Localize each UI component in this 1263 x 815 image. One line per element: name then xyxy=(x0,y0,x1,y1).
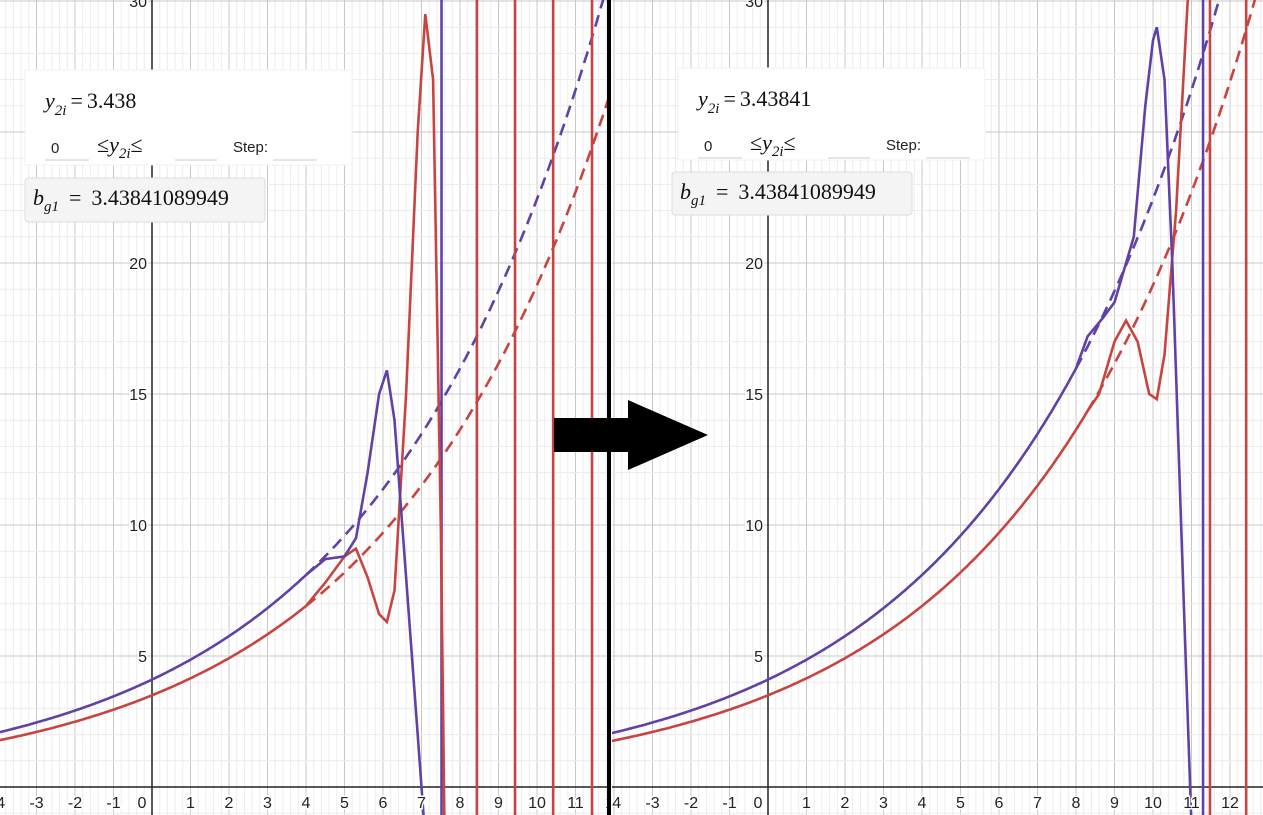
output-box xyxy=(671,171,913,216)
x-tick-label: 8 xyxy=(1072,795,1081,812)
y-tick-label: 20 xyxy=(745,256,763,273)
output: bg1 = 3.43841089949 xyxy=(33,185,229,215)
x-tick-label: 7 xyxy=(1033,795,1042,812)
y-tick-label: 5 xyxy=(754,649,763,666)
dashed-curve xyxy=(305,98,607,608)
slider-range: ≤y2i≤ xyxy=(750,130,796,160)
expression: y2i = 3.438 xyxy=(43,88,136,119)
subscript: 2i xyxy=(55,103,67,119)
subscript: g1 xyxy=(44,199,59,215)
curve xyxy=(612,26,1193,815)
y-tick-label: 15 xyxy=(745,387,763,404)
expression-box xyxy=(677,67,986,161)
relation: ≤ xyxy=(97,132,109,157)
relation: ≤ xyxy=(784,130,796,155)
subscript: 2i xyxy=(119,146,131,162)
subscript: g1 xyxy=(691,193,706,209)
x-tick-label: -3 xyxy=(645,795,659,812)
x-tick-label: 6 xyxy=(379,795,388,812)
expression-box xyxy=(24,69,353,166)
expression: y2i = 3.43841 xyxy=(696,86,811,117)
variable: y xyxy=(760,130,772,155)
variable: b xyxy=(680,179,691,204)
value: 3.43841089949 xyxy=(738,179,876,204)
output-box xyxy=(24,177,266,223)
graph-panel: -4-3-2-1012345678910111251015202530y2i=3… xyxy=(607,0,1263,815)
curve xyxy=(612,0,1190,743)
variable: y xyxy=(696,86,708,111)
y-tick-label: 15 xyxy=(129,387,147,404)
x-tick-label: 2 xyxy=(841,795,850,812)
x-tick-label: 4 xyxy=(302,795,311,812)
x-tick-label: -2 xyxy=(68,795,82,812)
arrow xyxy=(554,400,708,470)
x-tick-label: 11 xyxy=(1183,795,1200,812)
y-tick-label: 20 xyxy=(129,256,147,273)
x-tick-label: 1 xyxy=(802,795,811,812)
x-tick-label: 7 xyxy=(417,795,426,812)
x-tick-label: 2 xyxy=(225,795,234,812)
x-tick-label: 9 xyxy=(494,795,503,812)
y-tick-label: 30 xyxy=(129,0,147,11)
subscript: 2i xyxy=(708,101,720,117)
curve xyxy=(0,369,425,815)
variable: y xyxy=(43,88,55,113)
x-tick-label: 3 xyxy=(879,795,888,812)
y-tick-label: 10 xyxy=(129,518,147,535)
x-tick-label: 11 xyxy=(567,795,584,812)
x-tick-label: -1 xyxy=(722,795,736,812)
x-tick-label: 9 xyxy=(1110,795,1119,812)
variable: y xyxy=(107,132,119,157)
equals: = xyxy=(716,179,728,204)
x-tick-label: 5 xyxy=(340,795,349,812)
slider-range: ≤y2i≤ xyxy=(97,132,143,162)
x-tick-label: 4 xyxy=(918,795,927,812)
relation: ≤ xyxy=(131,132,143,157)
value: 3.43841 xyxy=(740,86,812,111)
x-tick-label: 8 xyxy=(456,795,465,812)
value: 3.43841089949 xyxy=(91,185,229,210)
step-label: Step: xyxy=(886,137,921,154)
curve xyxy=(0,13,446,815)
x-tick-label: -4 xyxy=(0,795,5,812)
dashed-curve xyxy=(305,0,605,576)
x-tick-label: 1 xyxy=(186,795,195,812)
step-label: Step: xyxy=(233,139,268,156)
x-tick-label: -1 xyxy=(106,795,120,812)
x-tick-label: 10 xyxy=(1144,795,1162,812)
equals: = xyxy=(723,86,735,111)
value: 3.438 xyxy=(87,88,137,113)
equals: = xyxy=(70,88,82,113)
x-tick-label: -3 xyxy=(29,795,43,812)
y-tick-label: 10 xyxy=(745,518,763,535)
x-tick-label: 0 xyxy=(138,795,147,812)
variable: b xyxy=(33,185,44,210)
x-tick-label: 5 xyxy=(956,795,965,812)
x-tick-label: -2 xyxy=(684,795,698,812)
slider-min: 0 xyxy=(704,138,712,155)
subscript: 2i xyxy=(772,144,784,160)
x-tick-label: 12 xyxy=(605,795,623,812)
relation: ≤ xyxy=(750,130,762,155)
equals: = xyxy=(69,185,81,210)
y-tick-label: 30 xyxy=(745,0,763,11)
x-tick-label: 3 xyxy=(263,795,272,812)
dashed-curve xyxy=(1086,0,1257,412)
y-tick-label: 5 xyxy=(138,649,147,666)
x-tick-label: -4 xyxy=(607,795,621,812)
x-tick-label: 10 xyxy=(528,795,546,812)
output: bg1 = 3.43841089949 xyxy=(680,179,876,209)
x-tick-label: 12 xyxy=(1221,795,1239,812)
graph-panel: -4-3-2-1012345678910111251015202530y2i=3… xyxy=(0,0,623,815)
x-tick-label: 0 xyxy=(754,795,763,812)
slider-min: 0 xyxy=(51,140,59,157)
x-tick-label: 6 xyxy=(995,795,1004,812)
